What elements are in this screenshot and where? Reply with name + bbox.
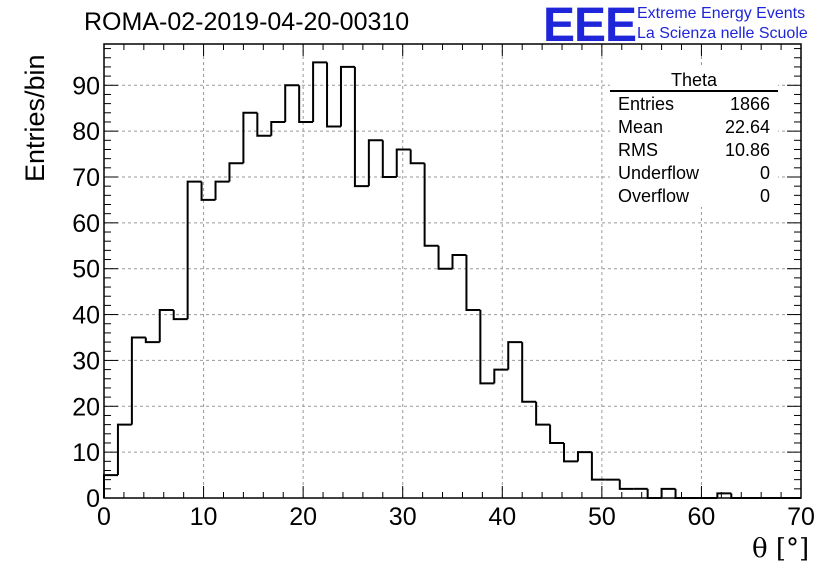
stats-box-title: Theta [610, 68, 778, 92]
chart-title: ROMA-02-2019-04-20-00310 [84, 8, 410, 36]
histogram-bin [200, 181, 216, 201]
y-tick-label: 30 [72, 347, 100, 375]
logo-caption-line2: La Scienza nelle Scuole [637, 25, 808, 42]
histogram-bin [395, 148, 411, 177]
x-tick-label: 50 [588, 503, 616, 531]
stats-label: Underflow [618, 163, 700, 183]
histogram-bin [256, 112, 272, 137]
x-tick-label: 0 [97, 503, 111, 531]
y-tick-label: 10 [72, 439, 100, 467]
stats-value: 10.86 [724, 140, 770, 160]
stats-row-mean: Mean 22.64 [610, 115, 778, 138]
histogram-bin [465, 254, 481, 311]
histogram-bin [144, 337, 160, 344]
histogram-bin [563, 442, 578, 463]
logo-caption-line1: Extreme Energy Events [637, 5, 806, 22]
logo-caption: Extreme Energy Events La Scienza nelle S… [637, 4, 808, 44]
histogram-bin [339, 65, 355, 127]
y-tick-label: 40 [72, 302, 100, 330]
y-tick-label: 0 [86, 485, 100, 513]
x-tick-label: 10 [190, 503, 218, 531]
y-tick-label: 70 [72, 164, 100, 192]
y-axis-label: Entries/bin [20, 54, 50, 182]
histogram-bin [674, 488, 690, 499]
histogram-bin [367, 139, 383, 187]
y-tick-label: 50 [72, 256, 100, 284]
y-tick-label: 20 [72, 393, 100, 421]
stats-label: Overflow [618, 186, 690, 206]
histogram-bin [437, 245, 453, 270]
stats-box: Theta Entries 1866 Mean 22.64 RMS 10.86 … [610, 68, 778, 207]
histogram-bin [186, 180, 202, 320]
plot-frame [103, 43, 802, 499]
histogram-bin [423, 163, 439, 247]
histogram-bin [353, 66, 369, 188]
histogram-bin [298, 85, 314, 123]
x-tick-label: 60 [688, 503, 716, 531]
x-tick-label: 70 [787, 503, 815, 531]
histogram-bin [576, 451, 592, 462]
x-tick-label: 30 [389, 503, 417, 531]
histogram-bin [409, 149, 425, 165]
histogram-bin [103, 474, 118, 498]
histogram-bin [326, 62, 341, 128]
histogram-bin [172, 309, 188, 321]
x-tick-label: 20 [289, 503, 317, 531]
histogram-bin [646, 488, 662, 499]
histogram-bin [214, 180, 230, 200]
histogram-bin [479, 309, 495, 385]
stats-row-overflow: Overflow 0 [610, 184, 778, 207]
x-tick-label: 40 [488, 503, 516, 531]
histogram-bin [618, 479, 634, 490]
histogram-bin [549, 424, 565, 444]
stats-label: Mean [618, 117, 664, 137]
stats-label: Entries [618, 94, 675, 114]
histogram-bin [130, 336, 146, 425]
histogram-bin [228, 162, 244, 182]
y-tick-label: 60 [72, 210, 100, 238]
x-axis-label: θ [°] [752, 534, 810, 564]
histogram-bin [451, 253, 467, 269]
histogram-bin [521, 342, 537, 403]
stats-value: 1866 [729, 94, 770, 114]
histogram-bin [660, 487, 676, 498]
histogram-bin [381, 140, 397, 178]
stats-value: 0 [759, 163, 770, 183]
histogram-bin [507, 341, 523, 370]
histogram-bin [590, 452, 606, 481]
histogram-bin [242, 111, 258, 164]
histogram-bin [116, 423, 132, 476]
histogram-bin [535, 401, 551, 426]
histogram-bin [284, 84, 300, 122]
histogram-bin [312, 61, 328, 122]
histogram-bin [716, 492, 732, 498]
y-tick-label: 80 [72, 118, 100, 146]
stats-label: RMS [618, 140, 658, 160]
stats-row-entries: Entries 1866 [610, 92, 778, 115]
stats-value: 0 [759, 186, 770, 206]
stats-row-rms: RMS 10.86 [610, 138, 778, 161]
stats-value: 22.64 [724, 117, 770, 137]
stats-row-underflow: Underflow 0 [610, 161, 778, 184]
eee-logo: EEE [543, 0, 637, 52]
histogram-bin [493, 368, 509, 384]
histogram-bin [270, 120, 286, 136]
histogram-bin [158, 308, 174, 343]
y-tick-label: 90 [72, 72, 100, 100]
